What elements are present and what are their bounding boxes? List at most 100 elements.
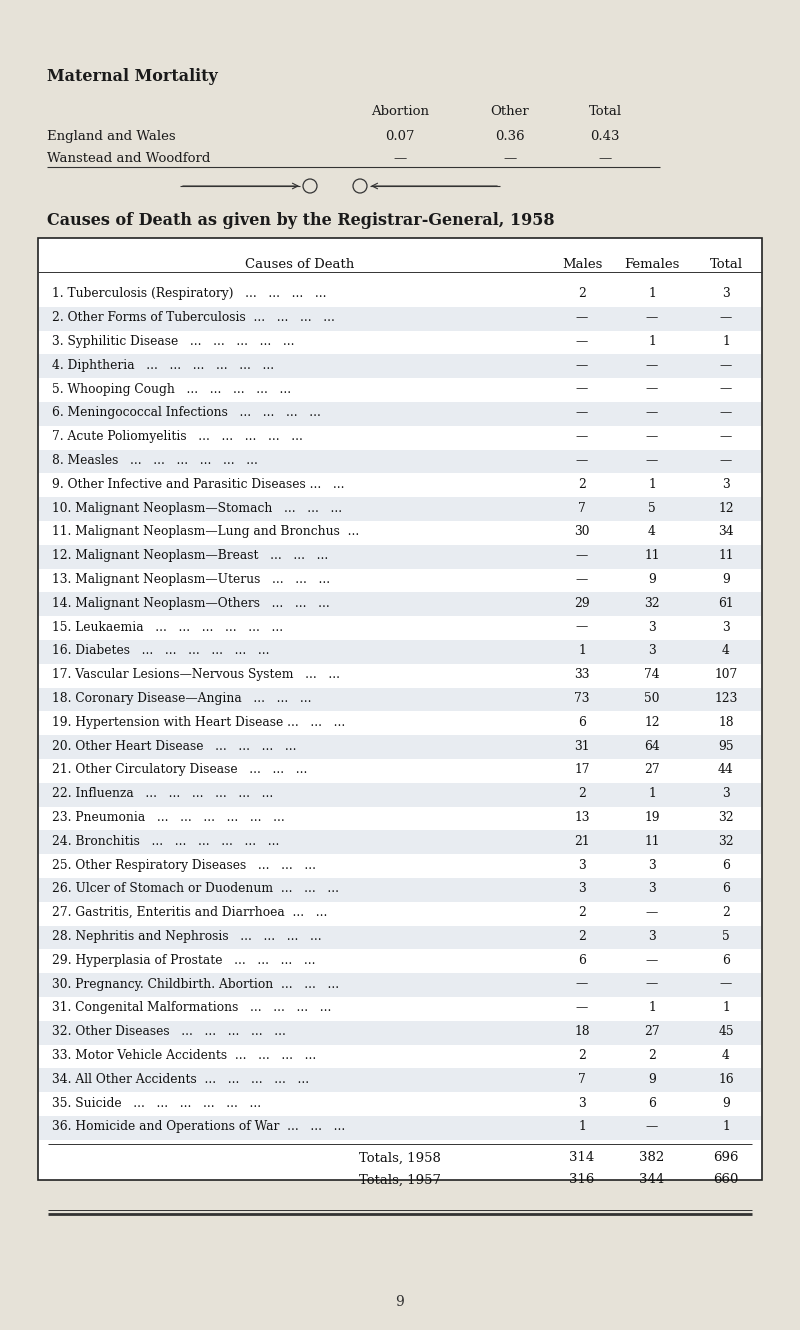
Text: 44: 44 bbox=[718, 763, 734, 777]
Text: 30: 30 bbox=[574, 525, 590, 539]
Text: 30. Pregnancy. Childbirth. Abortion  ...   ...   ...: 30. Pregnancy. Childbirth. Abortion ... … bbox=[52, 978, 339, 991]
Text: 25. Other Respiratory Diseases   ...   ...   ...: 25. Other Respiratory Diseases ... ... .… bbox=[52, 859, 316, 871]
Text: 2. Other Forms of Tuberculosis  ...   ...   ...   ...: 2. Other Forms of Tuberculosis ... ... .… bbox=[52, 311, 335, 325]
Bar bbox=[38, 238, 762, 1180]
Text: 64: 64 bbox=[644, 739, 660, 753]
Bar bbox=[39, 735, 761, 759]
Text: —: — bbox=[576, 978, 588, 991]
Text: 18: 18 bbox=[718, 716, 734, 729]
Text: 33. Motor Vehicle Accidents  ...   ...   ...   ...: 33. Motor Vehicle Accidents ... ... ... … bbox=[52, 1049, 316, 1061]
Text: —: — bbox=[646, 978, 658, 991]
Text: —: — bbox=[576, 1001, 588, 1015]
Text: —: — bbox=[720, 311, 732, 325]
Text: Wanstead and Woodford: Wanstead and Woodford bbox=[47, 152, 210, 165]
Text: 1: 1 bbox=[648, 477, 656, 491]
Text: 107: 107 bbox=[714, 668, 738, 681]
Text: 2: 2 bbox=[578, 287, 586, 301]
Text: 9. Other Infective and Parasitic Diseases ...   ...: 9. Other Infective and Parasitic Disease… bbox=[52, 477, 345, 491]
Bar bbox=[39, 783, 761, 806]
Text: 6: 6 bbox=[578, 716, 586, 729]
Text: 16: 16 bbox=[718, 1073, 734, 1085]
Text: 21. Other Circulatory Disease   ...   ...   ...: 21. Other Circulatory Disease ... ... ..… bbox=[52, 763, 307, 777]
Text: 31: 31 bbox=[574, 739, 590, 753]
Text: —: — bbox=[720, 359, 732, 372]
Text: 5: 5 bbox=[648, 501, 656, 515]
Text: 14. Malignant Neoplasm—Others   ...   ...   ...: 14. Malignant Neoplasm—Others ... ... ..… bbox=[52, 597, 330, 609]
Bar bbox=[39, 688, 761, 712]
Text: 4. Diphtheria   ...   ...   ...   ...   ...   ...: 4. Diphtheria ... ... ... ... ... ... bbox=[52, 359, 274, 372]
Text: 12: 12 bbox=[718, 501, 734, 515]
Bar bbox=[39, 354, 761, 378]
Text: 1. Tuberculosis (Respiratory)   ...   ...   ...   ...: 1. Tuberculosis (Respiratory) ... ... ..… bbox=[52, 287, 326, 301]
Bar bbox=[39, 545, 761, 569]
Text: —: — bbox=[576, 621, 588, 633]
Text: 16. Diabetes   ...   ...   ...   ...   ...   ...: 16. Diabetes ... ... ... ... ... ... bbox=[52, 645, 270, 657]
Text: 7: 7 bbox=[578, 501, 586, 515]
Bar bbox=[39, 974, 761, 998]
Text: 19: 19 bbox=[644, 811, 660, 825]
Text: —: — bbox=[720, 430, 732, 443]
Text: 9: 9 bbox=[722, 573, 730, 587]
Text: 1: 1 bbox=[648, 335, 656, 348]
Text: 8. Measles   ...   ...   ...   ...   ...   ...: 8. Measles ... ... ... ... ... ... bbox=[52, 454, 258, 467]
Text: 7: 7 bbox=[578, 1073, 586, 1085]
Text: 3: 3 bbox=[578, 1097, 586, 1109]
Text: —: — bbox=[576, 549, 588, 563]
Text: 74: 74 bbox=[644, 668, 660, 681]
Text: 12. Malignant Neoplasm—Breast   ...   ...   ...: 12. Malignant Neoplasm—Breast ... ... ..… bbox=[52, 549, 328, 563]
Text: 4: 4 bbox=[722, 1049, 730, 1061]
Text: —: — bbox=[576, 430, 588, 443]
Bar bbox=[39, 450, 761, 473]
Text: Males: Males bbox=[562, 258, 602, 271]
Text: 18. Coronary Disease—Angina   ...   ...   ...: 18. Coronary Disease—Angina ... ... ... bbox=[52, 692, 311, 705]
Bar bbox=[39, 1021, 761, 1044]
Text: 2: 2 bbox=[648, 1049, 656, 1061]
Text: 3: 3 bbox=[722, 287, 730, 301]
Text: —: — bbox=[646, 906, 658, 919]
Text: —: — bbox=[720, 978, 732, 991]
Text: —: — bbox=[394, 152, 406, 165]
Text: 0.07: 0.07 bbox=[386, 130, 414, 144]
Text: 61: 61 bbox=[718, 597, 734, 609]
Text: 3: 3 bbox=[578, 882, 586, 895]
Text: 26. Ulcer of Stomach or Duodenum  ...   ...   ...: 26. Ulcer of Stomach or Duodenum ... ...… bbox=[52, 882, 339, 895]
Text: 17: 17 bbox=[574, 763, 590, 777]
Text: 0.36: 0.36 bbox=[495, 130, 525, 144]
Bar bbox=[39, 640, 761, 664]
Bar bbox=[39, 307, 761, 331]
Text: 23. Pneumonia   ...   ...   ...   ...   ...   ...: 23. Pneumonia ... ... ... ... ... ... bbox=[52, 811, 285, 825]
Text: 32: 32 bbox=[718, 835, 734, 847]
Text: 3. Syphilitic Disease   ...   ...   ...   ...   ...: 3. Syphilitic Disease ... ... ... ... ..… bbox=[52, 335, 294, 348]
Text: 27. Gastritis, Enteritis and Diarrhoea  ...   ...: 27. Gastritis, Enteritis and Diarrhoea .… bbox=[52, 906, 327, 919]
Text: 34. All Other Accidents  ...   ...   ...   ...   ...: 34. All Other Accidents ... ... ... ... … bbox=[52, 1073, 309, 1085]
Text: 10. Malignant Neoplasm—Stomach   ...   ...   ...: 10. Malignant Neoplasm—Stomach ... ... .… bbox=[52, 501, 342, 515]
Text: 5. Whooping Cough   ...   ...   ...   ...   ...: 5. Whooping Cough ... ... ... ... ... bbox=[52, 383, 291, 395]
Text: 1: 1 bbox=[648, 287, 656, 301]
Text: 13. Malignant Neoplasm—Uterus   ...   ...   ...: 13. Malignant Neoplasm—Uterus ... ... ..… bbox=[52, 573, 330, 587]
Text: —: — bbox=[576, 454, 588, 467]
Bar bbox=[39, 592, 761, 616]
Text: 95: 95 bbox=[718, 739, 734, 753]
Text: 11: 11 bbox=[644, 835, 660, 847]
Text: —: — bbox=[646, 454, 658, 467]
Text: 11: 11 bbox=[644, 549, 660, 563]
Bar bbox=[39, 830, 761, 854]
Text: 382: 382 bbox=[639, 1152, 665, 1164]
Text: Total: Total bbox=[710, 258, 742, 271]
Text: 1: 1 bbox=[722, 1001, 730, 1015]
Text: 3: 3 bbox=[648, 859, 656, 871]
Text: 9: 9 bbox=[648, 573, 656, 587]
Text: 5: 5 bbox=[722, 930, 730, 943]
Text: 34: 34 bbox=[718, 525, 734, 539]
Text: 11. Malignant Neoplasm—Lung and Bronchus  ...: 11. Malignant Neoplasm—Lung and Bronchus… bbox=[52, 525, 359, 539]
Bar bbox=[39, 1068, 761, 1092]
Text: Total: Total bbox=[589, 105, 622, 118]
Text: 9: 9 bbox=[722, 1097, 730, 1109]
Text: 3: 3 bbox=[722, 621, 730, 633]
Text: 27: 27 bbox=[644, 1025, 660, 1039]
Text: 316: 316 bbox=[570, 1173, 594, 1186]
Text: 2: 2 bbox=[578, 906, 586, 919]
Text: —: — bbox=[646, 954, 658, 967]
Text: 73: 73 bbox=[574, 692, 590, 705]
Text: 6: 6 bbox=[722, 954, 730, 967]
